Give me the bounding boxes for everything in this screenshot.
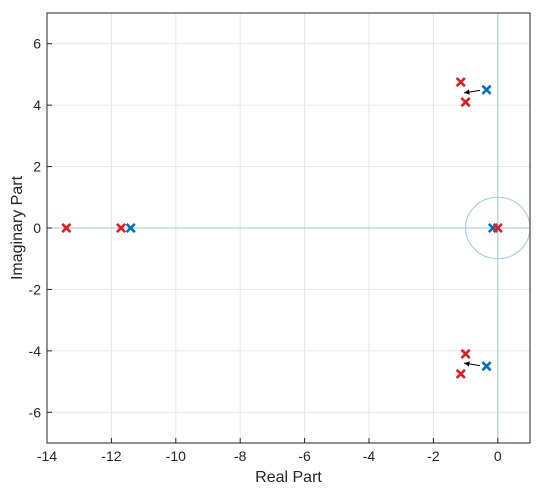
pole-marker [460, 97, 471, 108]
pole-marker [460, 348, 471, 359]
pole-marker [61, 222, 72, 234]
y-tick-label: -4 [29, 343, 42, 359]
arrow-head [463, 361, 470, 367]
pole-marker [492, 222, 503, 234]
pole-marker [455, 368, 466, 379]
x-tick-label: -12 [101, 448, 121, 464]
x-tick-label: -6 [298, 448, 311, 464]
y-tick-label: -6 [29, 404, 42, 420]
x-axis-title: Real Part [255, 469, 322, 486]
y-axis-ticks: -6 -4 -2 0 2 4 6 [29, 36, 52, 420]
arrow-head [463, 89, 470, 95]
pole-marker [455, 77, 466, 88]
x-tick-label: -14 [37, 448, 57, 464]
x-tick-label: -2 [427, 448, 440, 464]
y-tick-label: 2 [33, 159, 41, 175]
pole-marker [481, 361, 492, 372]
pole-marker [481, 84, 492, 95]
x-tick-label: -10 [166, 448, 186, 464]
x-tick-label: -4 [363, 448, 376, 464]
y-tick-label: 6 [33, 36, 41, 52]
pole-marker [125, 222, 136, 234]
y-tick-label: -2 [29, 281, 42, 297]
y-axis-title: Imaginary Part [9, 175, 26, 280]
x-tick-label: 0 [494, 448, 502, 464]
pole-marker [116, 222, 127, 234]
x-axis-ticks: -14 -12 -10 -8 -6 -4 -2 0 [37, 438, 502, 464]
y-tick-label: 0 [33, 220, 41, 236]
x-tick-label: -8 [234, 448, 247, 464]
arrows [463, 89, 481, 367]
data-markers [61, 77, 503, 379]
y-tick-label: 4 [33, 97, 41, 113]
